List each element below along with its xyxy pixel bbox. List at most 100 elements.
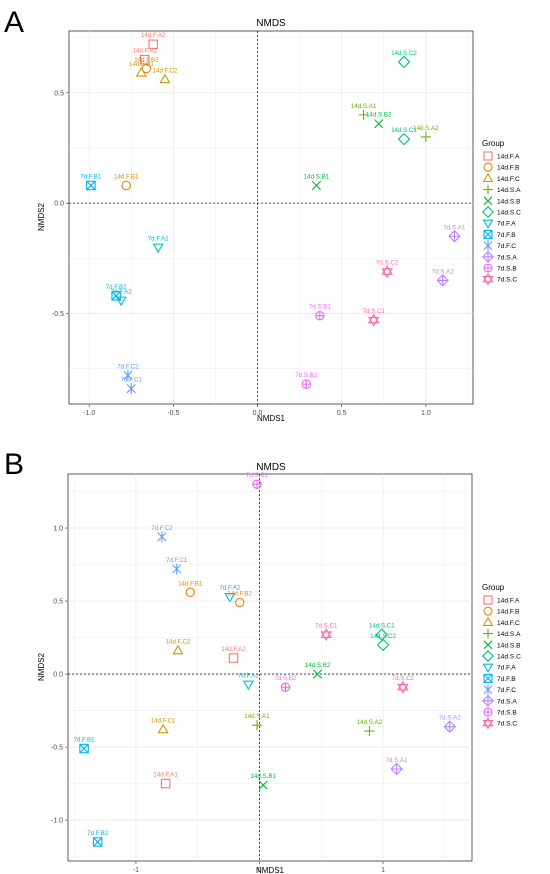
legend-entry: 14d.F.C [482,616,520,627]
legend-entry: 14d.S.B [483,640,521,649]
point-label: 7d.F.A2 [111,288,133,295]
point-marker [224,592,236,603]
point-marker [148,39,158,49]
x-tick-label: -1.0 [83,410,95,417]
legend-entry: 14d.S.C [482,650,521,662]
point-label: 14d.F.C1 [151,718,176,725]
legend-label: 14d.F.C [497,620,520,627]
point-label: 7d.F.A1 [148,235,170,242]
reference-lines-a [69,31,473,404]
legend-entry: 7d.S.B [483,707,517,717]
point-label: 7d.F.C1 [166,557,188,564]
legend-entry: 14d.S.B [483,196,521,205]
legend-a: Group 14d.F.A 14d.F.B 14d.F.C 14d.S.A 14d.S.… [482,139,521,286]
y-ticks-b: -1.0 -0.5 0.0 0.5 1.0 [51,526,68,825]
point-marker [252,479,262,489]
point-label: 7d.S.B1 [309,304,332,311]
point-label: 14d.F.B1 [114,173,139,180]
x-tick-label: 1 [381,867,385,874]
legend-label: 14d.S.A [497,631,521,638]
legend-key-icon [483,184,493,195]
point-marker [242,680,254,691]
point-label: 7d.S.C2 [376,260,399,267]
legend-label: 7d.S.A [497,254,517,261]
x-axis-label-a: NMDS1 [257,414,286,423]
legend-entry: 7d.F.A [482,219,516,229]
legend-key-icon [483,263,493,273]
point-marker [160,778,171,789]
legend-key-icon [483,673,493,683]
point-label: 14d.F.C2 [153,68,178,75]
x-axis-label-b: NMDS1 [256,866,285,874]
point-marker [159,73,171,84]
point-marker [251,720,263,731]
point-label: 14d.F.A1 [153,772,178,779]
legend-entry: 14d.F.B [483,162,520,172]
point-marker [123,369,133,381]
legend-label: 14d.F.B [497,609,520,616]
point-marker [280,682,291,692]
point-marker [397,680,409,694]
point-marker [121,180,131,191]
legend-key-icon [482,716,494,730]
point-marker [111,291,121,301]
legend-entry: 14d.S.A [483,184,521,195]
point-label: 14d.S.C2 [391,50,417,57]
point-marker [79,743,89,754]
point-marker [367,313,380,327]
legend-title-b: Group [482,583,505,592]
point-marker [358,109,369,120]
point-marker [312,669,323,679]
point-label: 7d.F.A1 [238,672,260,679]
point-label: 14d.F.A2 [141,32,166,39]
y-axis-label-a: NMDS2 [37,202,46,231]
point-marker [436,274,449,287]
grid-b [68,474,472,861]
legend-key-icon [482,650,494,662]
point-marker [443,720,456,733]
y-tick-label: 0.5 [53,599,63,606]
point-marker [448,230,461,243]
point-label: 7d.S.C1 [315,623,338,630]
legend-key-icon [482,694,494,707]
legend-entry: 14d.F.A [483,595,520,605]
legend-entry: 14d.S.A [483,628,521,639]
legend-label: 14d.F.C [497,176,520,183]
legend-key-icon [483,151,493,161]
legend-key-icon [483,628,493,639]
point-label: 14d.F.B2 [134,57,159,64]
legend-label: 14d.S.B [497,642,521,649]
legend-label: 14d.S.C [497,210,521,217]
y-axis-label-b: NMDS2 [37,652,46,681]
legend-label: 7d.S.B [497,710,517,717]
chart-title-a: NMDS [256,18,286,29]
legend-key-icon [482,272,494,286]
legend-entry: 7d.S.C [482,716,517,730]
legend-label: 14d.F.A [497,598,520,605]
legend-key-icon [482,616,494,626]
point-label: 7d.F.C2 [117,363,139,370]
legend-label: 7d.S.B [497,266,517,273]
legend-label: 7d.F.A [497,221,516,228]
point-label: 7d.S.A1 [386,757,409,764]
y-tick-label: -1.0 [51,818,63,825]
panel-letter-a: A [4,6,24,39]
point-marker [126,383,136,395]
legend-key-icon [482,250,494,263]
legend-label: 7d.S.C [497,277,517,284]
x-ticks-a: -1.0 -0.5 0.0 0.5 1.0 [83,404,431,417]
point-label: 7d.F.B1 [80,173,102,180]
point-marker [320,628,332,642]
point-label: 14d.S.B1 [304,173,330,180]
legend-key-icon [482,172,494,182]
point-marker [420,131,431,142]
y-tick-label: -0.5 [51,745,63,752]
point-label: 14d.S.A2 [413,125,439,132]
x-ticks-b: -1 0 1 [133,861,385,874]
point-label: 14d.F.C2 [166,639,191,646]
point-marker [157,723,169,734]
legend-entry: 14d.S.C [482,206,521,218]
point-marker [92,837,103,847]
point-label: 7d.F.B1 [74,737,96,744]
legend-entry: 7d.S.C [482,272,517,286]
